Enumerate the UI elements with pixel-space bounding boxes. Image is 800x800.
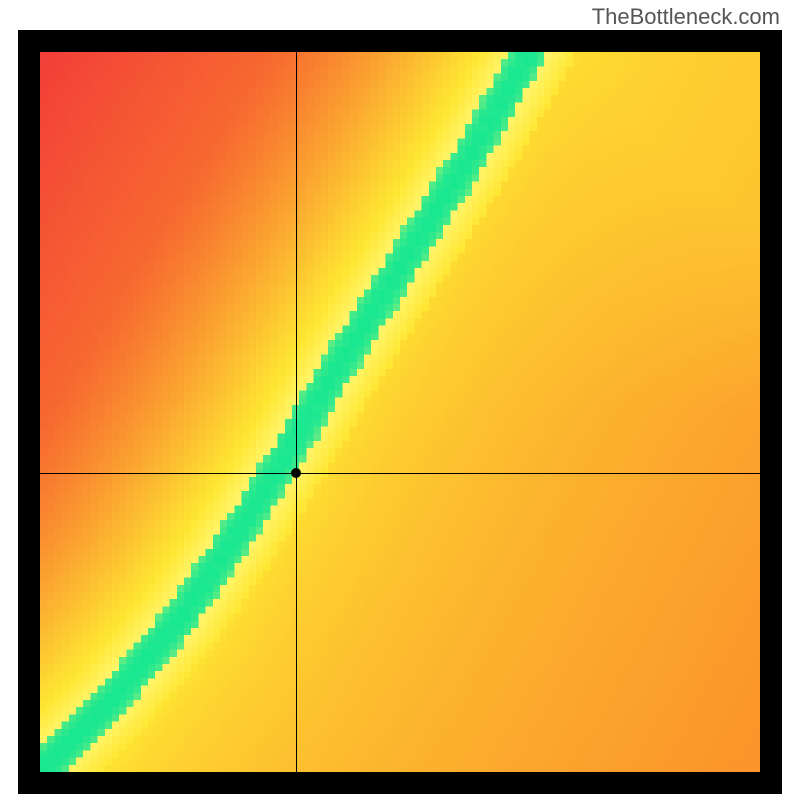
data-point-marker xyxy=(291,468,301,478)
crosshair-vertical xyxy=(296,52,297,772)
watermark-text: TheBottleneck.com xyxy=(592,4,780,30)
chart-container: TheBottleneck.com xyxy=(0,0,800,800)
plot-frame xyxy=(18,30,782,794)
bottleneck-heatmap xyxy=(40,52,760,772)
crosshair-horizontal xyxy=(40,473,760,474)
